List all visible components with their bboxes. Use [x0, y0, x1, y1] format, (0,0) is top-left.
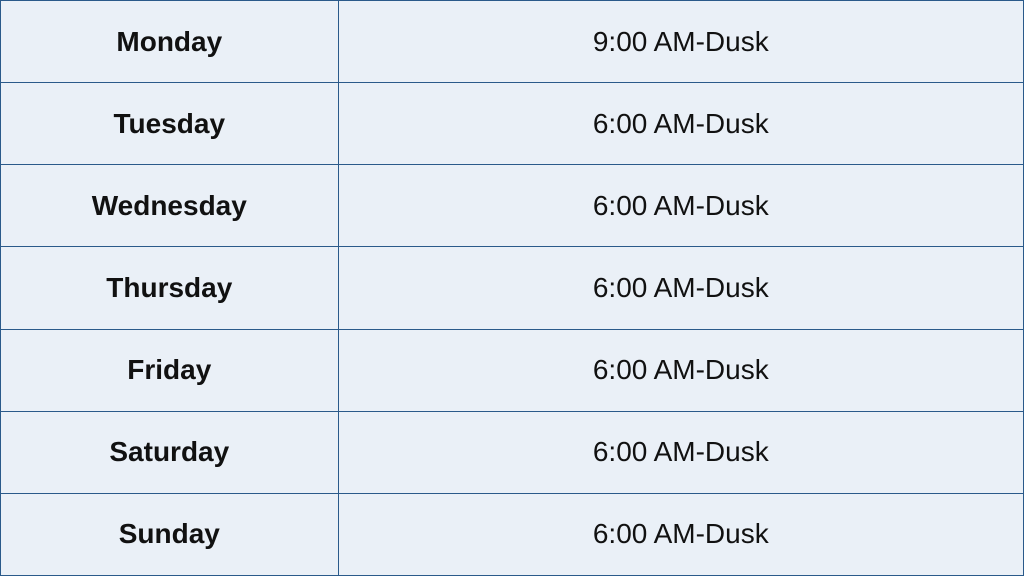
day-cell: Tuesday	[1, 83, 339, 165]
day-cell: Monday	[1, 1, 339, 83]
schedule-table: Monday 9:00 AM-Dusk Tuesday 6:00 AM-Dusk…	[0, 0, 1024, 576]
hours-cell: 6:00 AM-Dusk	[338, 247, 1023, 329]
hours-cell: 6:00 AM-Dusk	[338, 165, 1023, 247]
table-row: Wednesday 6:00 AM-Dusk	[1, 165, 1024, 247]
day-cell: Sunday	[1, 493, 339, 575]
day-cell: Friday	[1, 329, 339, 411]
table-row: Tuesday 6:00 AM-Dusk	[1, 83, 1024, 165]
day-cell: Saturday	[1, 411, 339, 493]
day-cell: Wednesday	[1, 165, 339, 247]
table-row: Monday 9:00 AM-Dusk	[1, 1, 1024, 83]
hours-cell: 6:00 AM-Dusk	[338, 83, 1023, 165]
table-row: Friday 6:00 AM-Dusk	[1, 329, 1024, 411]
table-row: Thursday 6:00 AM-Dusk	[1, 247, 1024, 329]
table-row: Sunday 6:00 AM-Dusk	[1, 493, 1024, 575]
hours-cell: 6:00 AM-Dusk	[338, 411, 1023, 493]
hours-cell: 9:00 AM-Dusk	[338, 1, 1023, 83]
hours-cell: 6:00 AM-Dusk	[338, 329, 1023, 411]
day-cell: Thursday	[1, 247, 339, 329]
hours-cell: 6:00 AM-Dusk	[338, 493, 1023, 575]
table-row: Saturday 6:00 AM-Dusk	[1, 411, 1024, 493]
